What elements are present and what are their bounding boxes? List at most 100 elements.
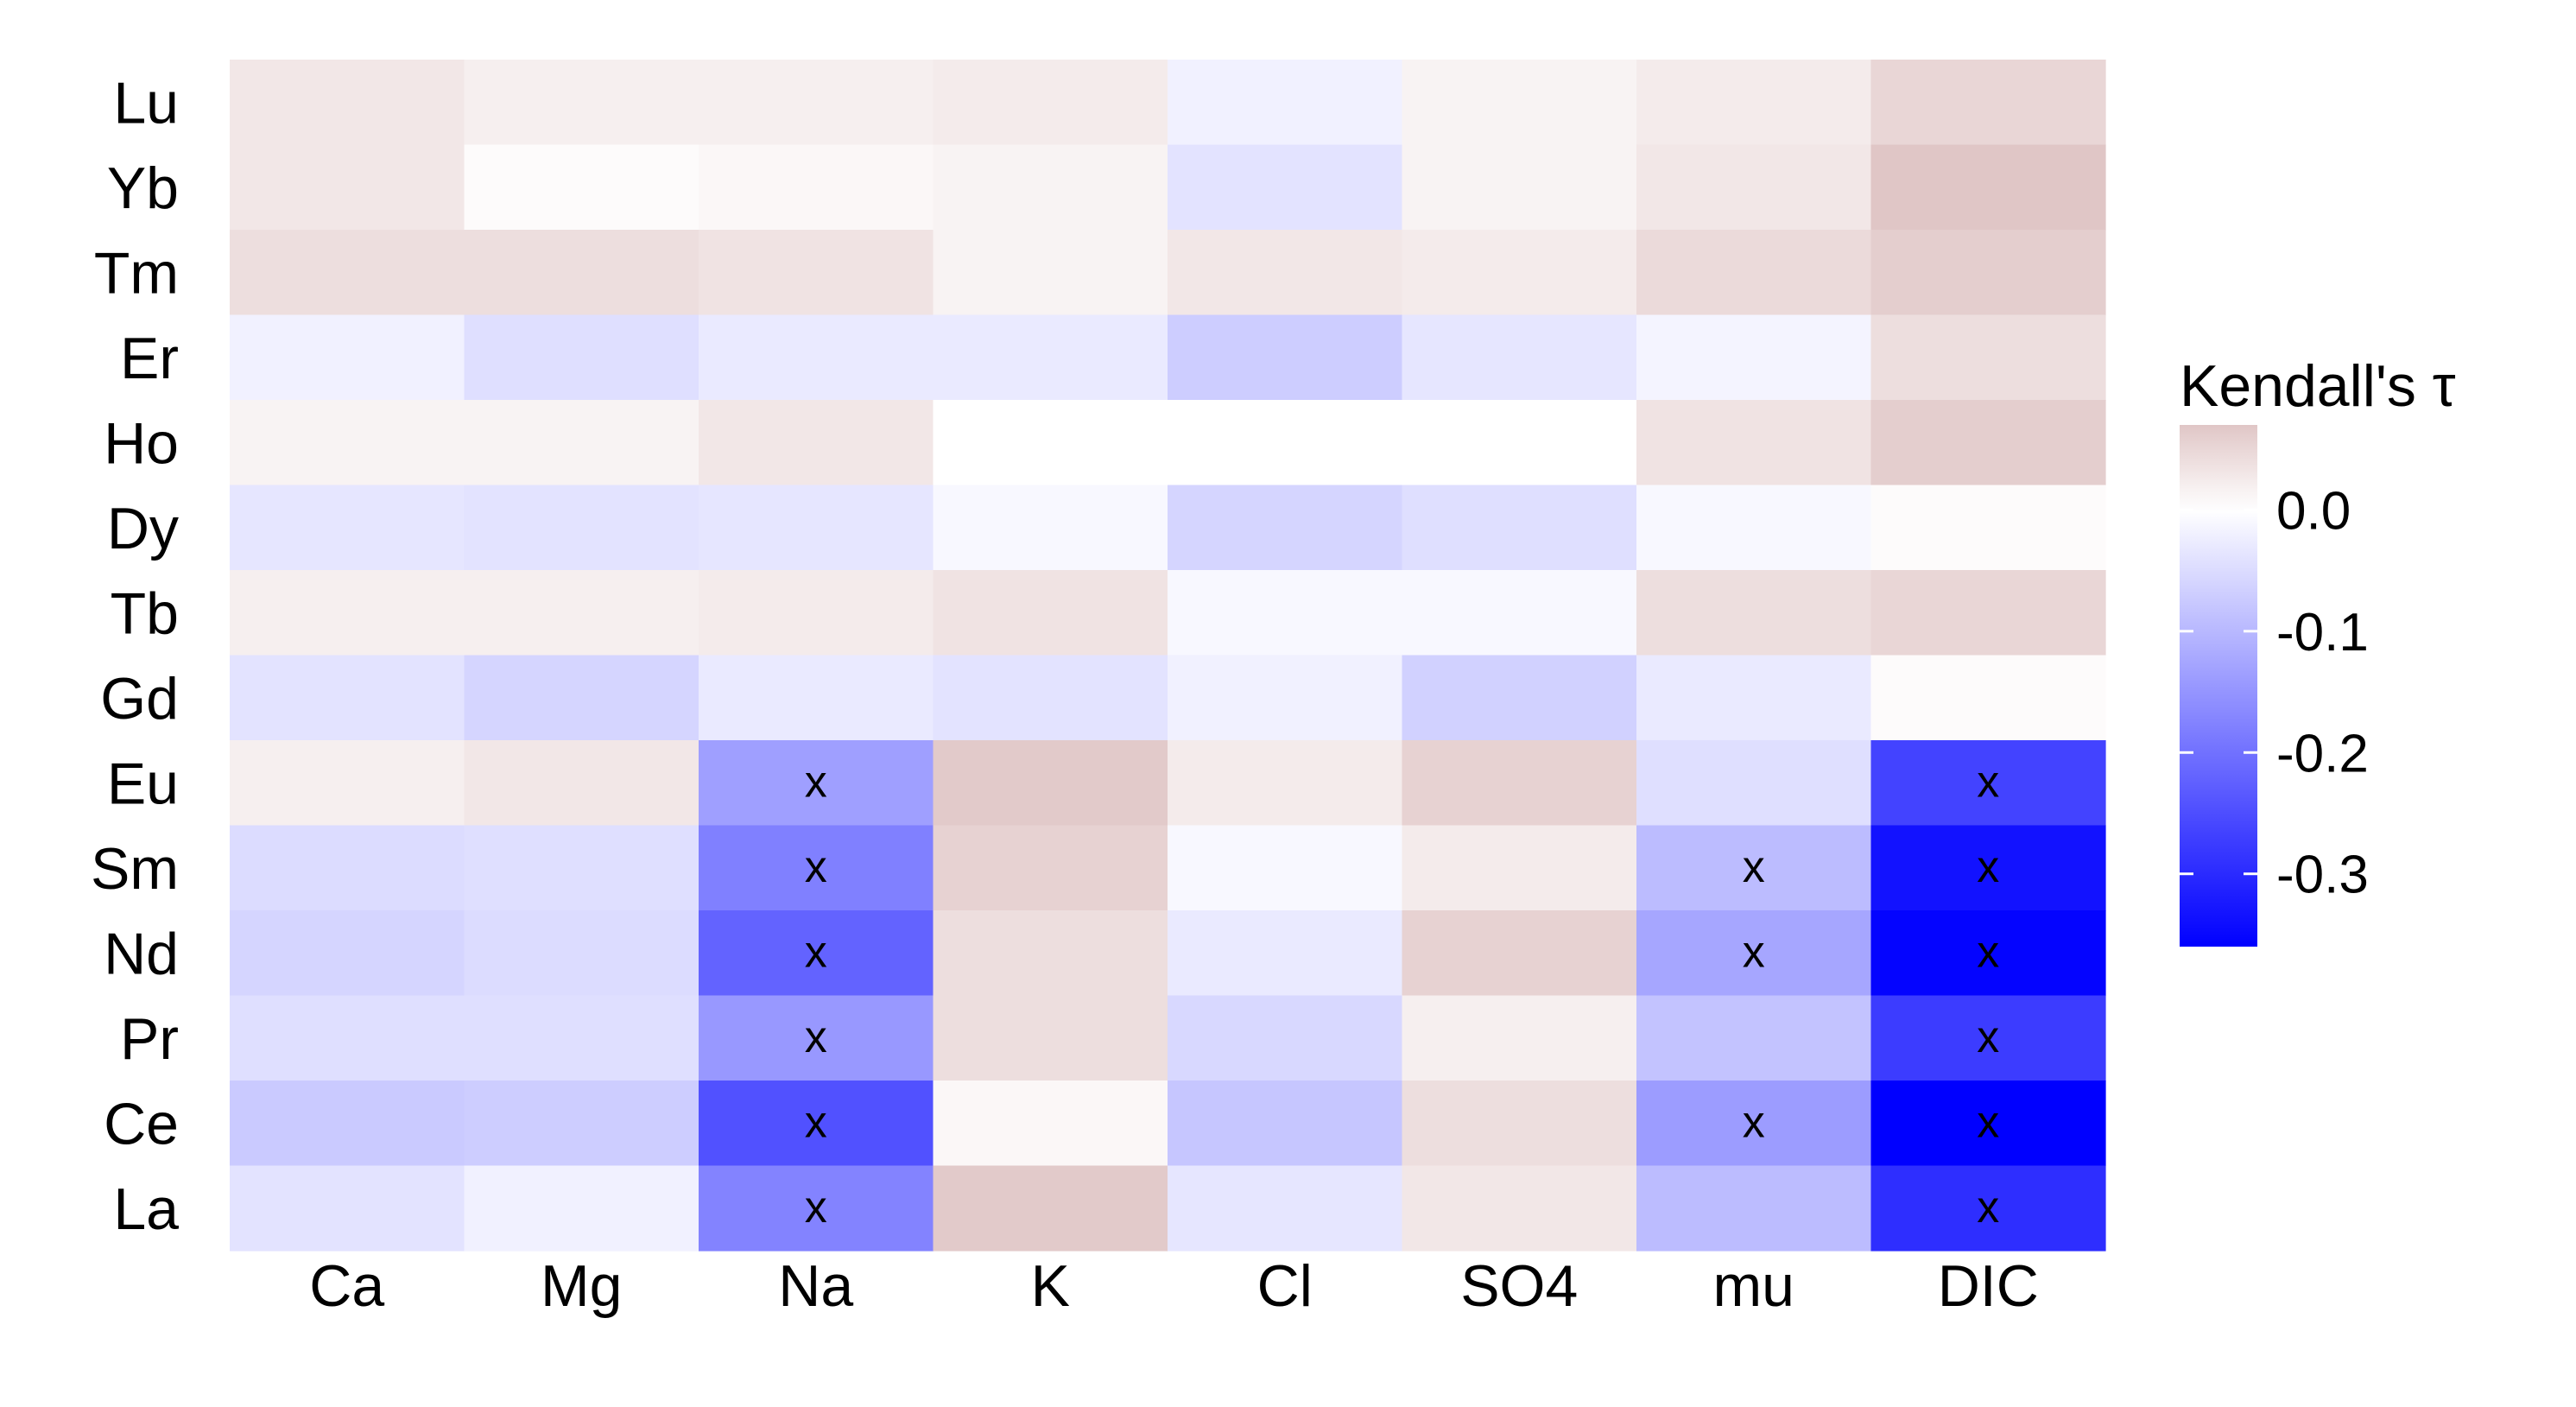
heatmap-cell (1636, 825, 1872, 911)
heatmap-cell (1168, 60, 1403, 146)
heatmap-cell (933, 825, 1168, 911)
heatmap-cell (1870, 1081, 2106, 1167)
heatmap-cell (1402, 144, 1637, 231)
heatmap-cell (699, 60, 934, 146)
heatmap-cell (230, 314, 465, 401)
heatmap-cell (1636, 1081, 1872, 1167)
y-tick-label: Nd (104, 921, 179, 986)
y-tick-label: Ce (104, 1091, 179, 1157)
significance-mark: x (1743, 842, 1765, 892)
significance-mark: x (1977, 842, 1999, 892)
heatmap-cell (1870, 1165, 2106, 1252)
heatmap-cell (1168, 995, 1403, 1081)
heatmap-cell (230, 1165, 465, 1252)
heatmap-cell (933, 485, 1168, 571)
heatmap-cell (1168, 1081, 1403, 1167)
y-tick-label: Lu (113, 70, 179, 136)
heatmap-cell (464, 485, 699, 571)
heatmap-cell (1636, 230, 1872, 316)
heatmap-cell (1402, 995, 1637, 1081)
y-tick-label: Tb (111, 580, 179, 646)
heatmap-cell (1402, 230, 1637, 316)
y-tick-label: Sm (91, 836, 179, 902)
x-tick-label: Mg (541, 1253, 622, 1319)
heatmap-cell (230, 400, 465, 486)
legend-tick-label: -0.2 (2276, 724, 2369, 783)
heatmap-cell (464, 910, 699, 997)
significance-mark: x (1977, 1097, 1999, 1147)
heatmap-cell (1870, 570, 2106, 656)
heatmap-cell (933, 740, 1168, 827)
y-tick-label: Eu (107, 751, 179, 816)
significance-mark: x (1977, 1012, 1999, 1062)
heatmap-cell (230, 655, 465, 741)
heatmap-cell (933, 655, 1168, 741)
y-axis-labels: Lu Yb Tm Er Ho Dy Tb Gd Eu Sm Nd Pr Ce La (91, 70, 179, 1242)
heatmap-cell (1870, 740, 2106, 827)
heatmap-cell (1636, 655, 1872, 741)
x-tick-label: K (1031, 1253, 1070, 1319)
heatmap-cell (699, 570, 934, 656)
heatmap-cell (1636, 910, 1872, 997)
heatmap-cell (933, 1165, 1168, 1252)
heatmap-cell (1402, 60, 1637, 146)
heatmap-cell (1636, 740, 1872, 827)
heatmap-cell (230, 740, 465, 827)
heatmap-cell (464, 1081, 699, 1167)
heatmap-cell (464, 1165, 699, 1252)
significance-mark: x (1977, 757, 1999, 807)
legend-tick-label: -0.3 (2276, 846, 2369, 905)
heatmap-cell (1402, 314, 1637, 401)
y-tick-label: Ho (104, 410, 179, 476)
heatmap-cell (1168, 400, 1403, 486)
heatmap-cell (230, 910, 465, 997)
x-tick-label: DIC (1938, 1253, 2039, 1319)
heatmap-cell (1402, 1165, 1637, 1252)
heatmap-cell (230, 570, 465, 656)
heatmap-cell (464, 400, 699, 486)
significance-mark: x (805, 1182, 827, 1233)
significance-marks: x xx x xx x xx xx x xx x (805, 757, 2000, 1233)
heatmap-cell (1168, 314, 1403, 401)
heatmap-cell (1870, 485, 2106, 571)
heatmap-cell (230, 144, 465, 231)
x-tick-label: Na (778, 1253, 853, 1319)
heatmap-cell (230, 1081, 465, 1167)
heatmap-cell (1870, 314, 2106, 401)
heatmap-cell (464, 825, 699, 911)
heatmap-cell (464, 314, 699, 401)
significance-mark: x (1977, 1182, 1999, 1233)
y-tick-label: Tm (94, 240, 179, 306)
x-tick-label: mu (1713, 1253, 1794, 1319)
heatmap-cell (230, 825, 465, 911)
heatmap-cell (699, 485, 934, 571)
heatmap-cell (1870, 230, 2106, 316)
significance-mark: x (805, 757, 827, 807)
heatmap-cell (464, 570, 699, 656)
legend-tick-label: 0.0 (2276, 481, 2351, 541)
significance-mark: x (1977, 927, 1999, 977)
heatmap-cell (1636, 1165, 1872, 1252)
heatmap-cell (1636, 400, 1872, 486)
legend-tick-label: -0.1 (2276, 603, 2369, 662)
heatmap-cell (699, 825, 934, 911)
heatmap-cell (1402, 485, 1637, 571)
heatmap-cell (699, 655, 934, 741)
heatmap-cell (933, 230, 1168, 316)
significance-mark: x (805, 927, 827, 977)
heatmap-cell (699, 740, 934, 827)
significance-mark: x (805, 1012, 827, 1062)
heatmap-cell (1168, 740, 1403, 827)
color-legend: Kendall's τ 0.0 -0.1 -0.2 -0.3 (2180, 353, 2456, 947)
heatmap-cell (1168, 825, 1403, 911)
heatmap-cell (1870, 910, 2106, 997)
y-tick-label: La (113, 1176, 179, 1242)
heatmap-cell (1168, 144, 1403, 231)
heatmap-cell (464, 655, 699, 741)
heatmap-cell (1636, 485, 1872, 571)
heatmap-cell (1402, 400, 1637, 486)
heatmap-cells (230, 60, 2106, 1252)
heatmap-cell (699, 400, 934, 486)
y-tick-label: Pr (120, 1006, 179, 1072)
